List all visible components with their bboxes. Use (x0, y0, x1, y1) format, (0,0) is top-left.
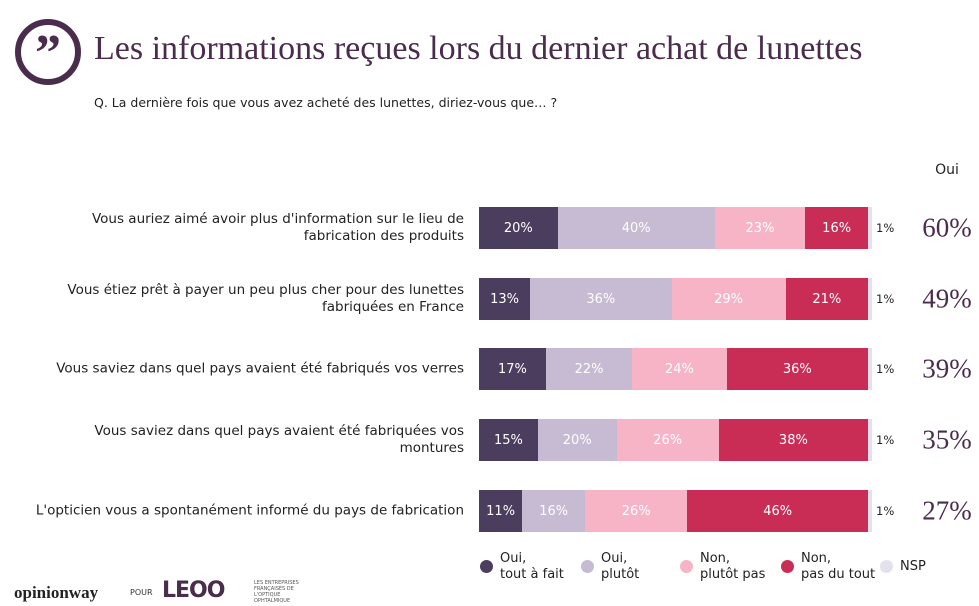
bar-segment: 29% (671, 278, 786, 320)
total-label: 35% (922, 424, 972, 455)
bar-segment (868, 278, 872, 320)
bar-segment: 13% (479, 278, 531, 320)
category-label: Vous saviez dans quel pays avaient été f… (56, 360, 464, 377)
bar-segment: 16% (522, 490, 586, 532)
value-label: 1% (876, 362, 895, 376)
bar-segment: 20% (479, 207, 558, 249)
category-label: Vous étiez prêt à payer un peu plus cher… (67, 282, 464, 315)
totals-header: Oui (935, 162, 959, 178)
legend-label: Non, plutôt pas (700, 551, 766, 582)
total-label: 60% (922, 212, 972, 243)
value-label: 29% (714, 291, 743, 307)
partner-tagline: LES ENTREPRISES FRANÇAISES DE L'OPTIQUE … (254, 580, 299, 604)
value-label: 16% (822, 220, 852, 236)
bar-segment: 15% (479, 419, 538, 461)
legend-swatch (480, 560, 493, 573)
value-label: 20% (503, 220, 533, 236)
bar-segment (868, 348, 872, 390)
category-label: Vous saviez dans quel pays avaient été f… (94, 423, 464, 456)
value-label: 11% (486, 503, 516, 519)
bar-segment (868, 207, 872, 249)
bar-segment: 36% (726, 348, 869, 390)
value-label: 40% (621, 220, 651, 236)
legend-label: Non, pas du tout (801, 551, 876, 582)
value-label: 1% (876, 292, 895, 306)
bar-segment: 26% (616, 419, 719, 461)
value-label: 23% (745, 220, 775, 236)
value-label: 46% (763, 503, 793, 519)
total-label: 39% (922, 353, 972, 384)
total-label: 27% (922, 495, 972, 526)
svg-text:”: ” (35, 25, 61, 82)
legend-swatch (680, 560, 693, 573)
subtitle: Q. La dernière fois que vous avez acheté… (94, 95, 558, 110)
value-label: 26% (621, 503, 651, 519)
legend-label: Oui, plutôt (601, 551, 640, 582)
bar-segment: 11% (479, 490, 523, 532)
value-label: 20% (562, 432, 592, 448)
value-label: 1% (876, 221, 895, 235)
bar-segment: 24% (632, 348, 727, 390)
total-label: 49% (922, 283, 972, 314)
value-label: 24% (664, 361, 694, 377)
brand: opinionway (14, 583, 99, 602)
legend-label: NSP (900, 559, 926, 574)
connector: POUR (130, 588, 153, 597)
bar-segment (868, 490, 872, 532)
category-label: Vous auriez aimé avoir plus d'informatio… (91, 211, 464, 244)
bar-segment: 23% (714, 207, 806, 249)
legend-label: Oui, tout à fait (500, 551, 564, 582)
value-label: 22% (574, 361, 604, 377)
legend-swatch (781, 560, 794, 573)
value-label: 13% (490, 291, 519, 307)
value-label: 26% (653, 432, 683, 448)
partner: LEOO (162, 578, 225, 603)
chart-title: Les informations reçues lors du dernier … (94, 30, 863, 67)
bar-segment: 21% (785, 278, 869, 320)
value-label: 38% (778, 432, 808, 448)
bar-segment: 22% (545, 348, 633, 390)
legend-swatch (581, 560, 594, 573)
bar-segment: 46% (687, 490, 869, 532)
value-label: 1% (876, 504, 895, 518)
bar-segment: 38% (718, 419, 869, 461)
legend-swatch (880, 560, 893, 573)
value-label: 21% (812, 291, 842, 307)
bar-segment: 16% (805, 207, 869, 249)
value-label: 1% (876, 433, 895, 447)
bar-segment: 36% (530, 278, 672, 320)
quote-icon: ” (15, 19, 81, 85)
value-label: 36% (586, 291, 616, 307)
bar-segment: 40% (557, 207, 715, 249)
bar-segment: 17% (479, 348, 546, 390)
bar-segment (868, 419, 872, 461)
value-label: 16% (539, 503, 569, 519)
value-label: 36% (782, 361, 812, 377)
value-label: 17% (497, 361, 527, 377)
bar-segment: 26% (585, 490, 688, 532)
value-label: 15% (494, 432, 523, 448)
bar-segment: 20% (537, 419, 617, 461)
category-label: L'opticien vous a spontanément informé d… (35, 502, 464, 519)
